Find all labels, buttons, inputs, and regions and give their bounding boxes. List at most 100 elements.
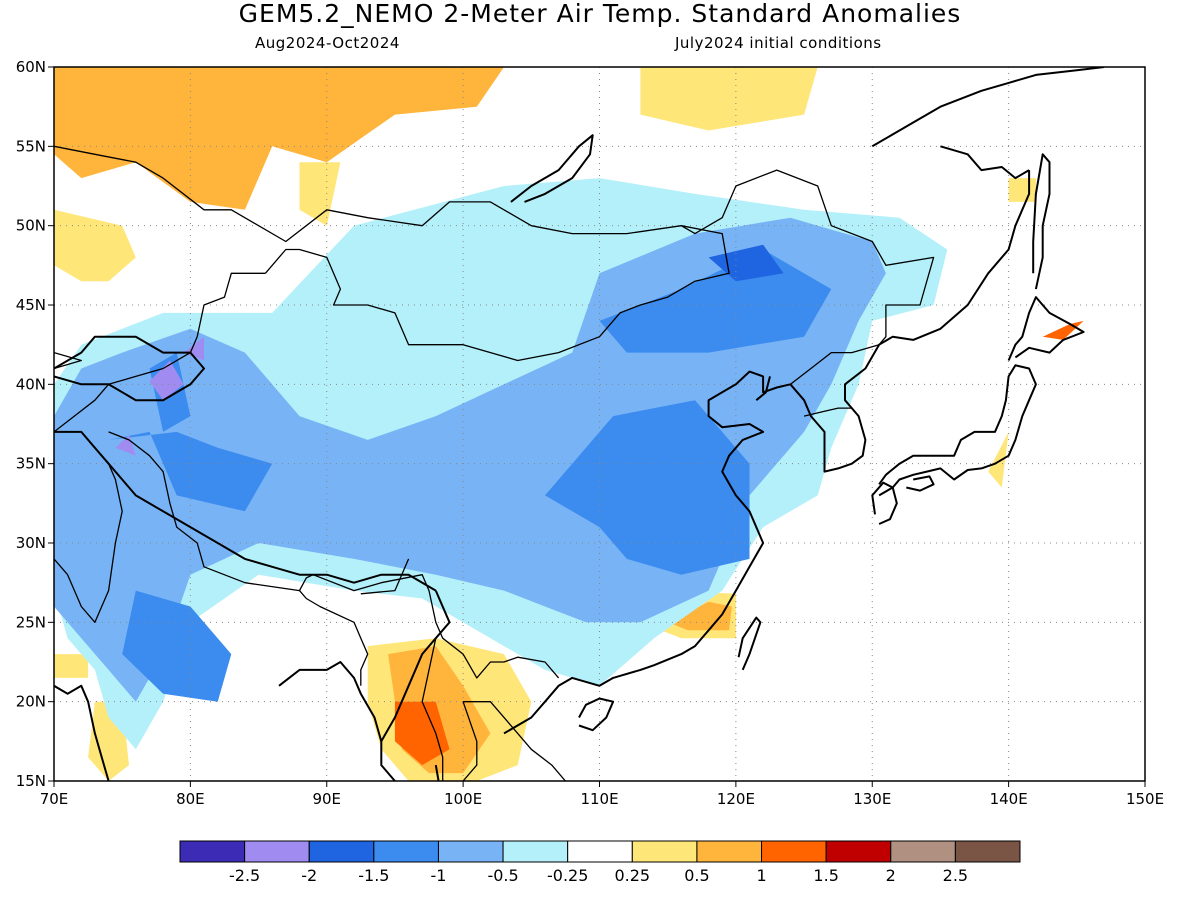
coastline-15: [737, 616, 762, 671]
colorbar-swatch: [502, 840, 569, 863]
coastline-5: [434, 764, 440, 781]
coastline-11: [906, 475, 935, 492]
coastline-16: [578, 697, 615, 732]
coastline-14: [871, 67, 1105, 148]
anomaly-region-24: [149, 360, 184, 401]
colorbar-swatch: [825, 840, 892, 863]
anomaly-region-25: [183, 336, 204, 361]
colorbar-swatch: [761, 840, 827, 863]
colorbar-swatch: [308, 840, 375, 863]
coastline-12: [1032, 153, 1051, 290]
border-10: [462, 701, 478, 781]
lon-tick-label: 110E: [580, 790, 618, 808]
lat-tick-label: 45N: [16, 296, 46, 314]
border-2: [196, 272, 266, 337]
colorbar-label: 2: [886, 866, 896, 885]
lat-tick-label: 35N: [16, 455, 46, 473]
border-12: [803, 407, 852, 417]
lat-tick-label: 20N: [16, 693, 46, 711]
lon-tick-label: 130E: [853, 790, 891, 808]
lon-tick-label: 150E: [1126, 790, 1164, 808]
colorbar-label: 2.5: [943, 866, 968, 885]
border-9: [463, 701, 566, 781]
colorbar-label: 1: [756, 866, 766, 885]
border-0: [54, 145, 935, 346]
lat-tick-label: 30N: [16, 534, 46, 552]
colorbar-label: 0.25: [614, 866, 650, 885]
anomaly-region-8: [54, 654, 89, 678]
coastline-1: [54, 430, 437, 592]
colorbar-label: -0.5: [487, 866, 518, 885]
gridlines: [54, 67, 1145, 781]
coastlines: [54, 67, 1105, 781]
chart-title: GEM5.2_NEMO 2-Meter Air Temp. Standard A…: [238, 0, 962, 28]
colorbar-swatch: [631, 840, 698, 863]
colorbar-swatch: [179, 840, 246, 863]
coastline-9: [1007, 296, 1085, 361]
colorbar-swatch: [244, 840, 310, 863]
anomaly-shading: [54, 67, 1084, 781]
forecast-period: Aug2024-Oct2024: [255, 34, 400, 52]
colorbar-swatch: [890, 840, 956, 863]
anomaly-region-20: [122, 590, 232, 702]
anomaly-region-19: [108, 431, 273, 512]
initial-conditions: July2024 initial conditions: [675, 34, 882, 52]
anomaly-region-12: [394, 701, 450, 766]
colorbar-label: 1.5: [813, 866, 838, 885]
border-7: [299, 590, 369, 686]
coastline-10: [871, 481, 898, 525]
border-13: [360, 558, 410, 595]
lat-tick-label: 40N: [16, 375, 46, 393]
border-1: [264, 225, 730, 362]
lon-tick-label: 120E: [717, 790, 755, 808]
coastline-2: [380, 590, 451, 781]
colorbar: -2.5 -2 -1.5 -1 -0.5 -0.25 0.25 0.5 1 1.5 2 2.5: [179, 840, 1021, 885]
anomaly-region-6: [988, 431, 1009, 488]
lat-tick-label: 25N: [16, 613, 46, 631]
lon-tick-label: 70E: [40, 790, 69, 808]
lon-tick-label: 90E: [312, 790, 341, 808]
lon-tick-label: 140E: [990, 790, 1028, 808]
coastline-7: [789, 170, 1031, 473]
lon-tick-label: 100E: [444, 790, 482, 808]
colorbar-swatch: [373, 840, 439, 863]
colorbar-swatch: [954, 840, 1021, 863]
border-6: [54, 463, 123, 623]
colorbar-label: -2.5: [229, 866, 260, 885]
coastline-8: [878, 364, 1037, 497]
colorbar-label: -1.5: [358, 866, 389, 885]
colorbar-swatch: [696, 840, 763, 863]
coastline-3: [54, 684, 110, 781]
border-11: [790, 344, 880, 385]
coastline-13: [940, 145, 1030, 180]
lat-tick-label: 50N: [16, 217, 46, 235]
country-borders: [54, 145, 935, 781]
coastline-4: [278, 661, 383, 742]
anomaly-region-21: [545, 400, 750, 575]
lat-tick-label: 55N: [16, 137, 46, 155]
coastline-17: [510, 134, 594, 203]
lat-tick-label: 60N: [16, 58, 46, 76]
colorbar-label: -1: [430, 866, 446, 885]
border-4: [54, 351, 82, 370]
colorbar-label: -2: [301, 866, 317, 885]
lon-tick-label: 80E: [176, 790, 205, 808]
colorbar-swatch: [437, 840, 504, 863]
anomaly-region-26: [115, 435, 136, 456]
border-8: [421, 638, 444, 781]
anomaly-region-23: [708, 244, 784, 282]
colorbar-swatch: [567, 840, 633, 863]
longitude-ticks: 70E 80E 90E 100E 110E 120E 130E 140E 150E: [40, 781, 1164, 808]
latitude-ticks: 15N 20N 25N 30N 35N 40N 45N 50N 55N 60N: [16, 58, 54, 790]
border-3: [54, 336, 198, 433]
border-5: [108, 431, 560, 679]
colorbar-label: 0.5: [684, 866, 709, 885]
colorbar-label: -0.25: [547, 866, 588, 885]
anomaly-region-1: [54, 209, 136, 282]
anomaly-region-4: [640, 67, 818, 131]
anomaly-region-2: [122, 74, 273, 139]
lat-tick-label: 15N: [16, 772, 46, 790]
coastline-6: [503, 370, 791, 735]
